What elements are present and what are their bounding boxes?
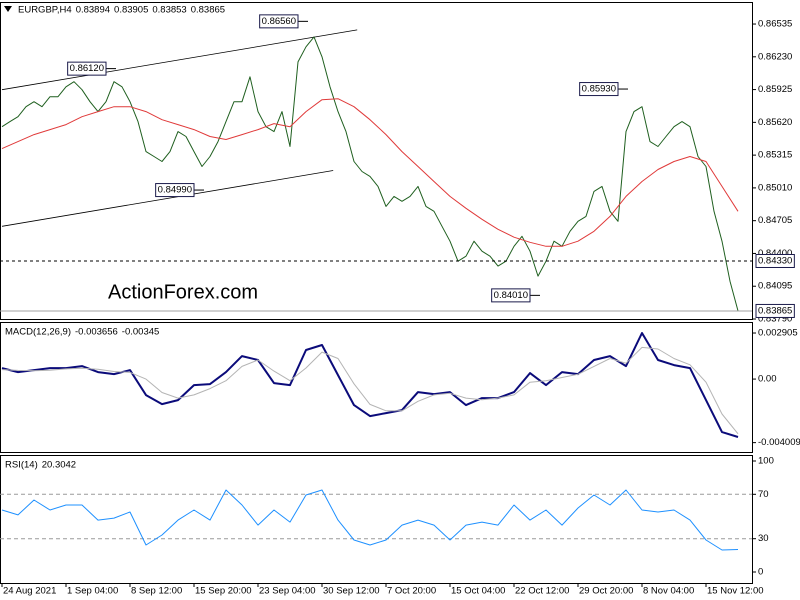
y-tick-label: 0.83790 xyxy=(758,314,792,325)
trendline xyxy=(1,29,358,91)
y-tick-label: 0.84095 xyxy=(758,281,792,292)
x-tick-label: 24 Aug 2021 xyxy=(3,586,56,597)
header-text: -0.00345 xyxy=(122,327,160,338)
x-tick-label: 30 Sep 12:00 xyxy=(323,586,380,597)
level-label-box xyxy=(755,253,795,268)
x-tick-label: 23 Sep 04:00 xyxy=(259,586,316,597)
y-tick-label: 0.85925 xyxy=(758,84,792,95)
menu-icon xyxy=(4,6,12,12)
y-tick-label: 0.85010 xyxy=(758,182,792,193)
x-tick-label: 15 Sep 20:00 xyxy=(195,586,252,597)
annotation-label-box xyxy=(67,61,107,76)
header-text: 0.83894 xyxy=(76,5,110,16)
header-text: MACD(12,26,9) xyxy=(5,327,71,338)
y-tick-label: 0.86230 xyxy=(758,51,792,62)
x-tick-label: 22 Oct 12:00 xyxy=(515,586,569,597)
y-tick-label: 0.86535 xyxy=(758,19,792,30)
series-line xyxy=(1,346,739,435)
y-tick-label: -0.004009 xyxy=(758,437,800,448)
panel xyxy=(1,332,739,438)
series-line xyxy=(1,489,739,551)
header-text: 20.3042 xyxy=(42,460,76,471)
series-line xyxy=(1,36,739,312)
header-text: RSI(14) xyxy=(5,460,38,471)
y-tick-label: 70 xyxy=(758,489,769,500)
watermark: ActionForex.com xyxy=(108,281,258,303)
panel xyxy=(0,489,752,551)
annotation-label: 0.85930 xyxy=(582,84,616,95)
x-tick-label: 29 Oct 20:00 xyxy=(579,586,633,597)
level-label: 0.84330 xyxy=(758,255,792,266)
y-tick-label: 0.85315 xyxy=(758,150,792,161)
series-line xyxy=(1,98,739,247)
price-label: 0.83865 xyxy=(758,305,792,316)
header-text: -0.003656 xyxy=(75,327,118,338)
header-text: 0.83853 xyxy=(152,5,186,16)
y-tick-label: 0.84400 xyxy=(758,248,792,259)
y-tick-label: 30 xyxy=(758,533,769,544)
annotation-label-box xyxy=(579,82,619,97)
x-tick-label: 8 Nov 04:00 xyxy=(643,586,694,597)
x-tick-label: 15 Oct 04:00 xyxy=(451,586,505,597)
panel-frame xyxy=(0,455,753,584)
annotation-label: 0.86560 xyxy=(262,16,296,27)
y-tick-label: 0.84705 xyxy=(758,215,792,226)
y-tick-label: 0.85620 xyxy=(758,117,792,128)
annotation-label-box xyxy=(155,183,195,198)
header-text: 0.83865 xyxy=(191,5,225,16)
y-tick-label: 0 xyxy=(758,567,763,578)
annotation-label: 0.86120 xyxy=(70,63,104,74)
price-label-box xyxy=(755,303,795,318)
annotation-label-box xyxy=(491,288,531,303)
series-line xyxy=(1,332,739,438)
trendline xyxy=(1,170,334,227)
x-tick-label: 1 Sep 04:00 xyxy=(67,586,118,597)
header-text: EURGBP,H4 xyxy=(18,5,72,16)
x-tick-label: 7 Oct 20:00 xyxy=(387,586,436,597)
y-tick-label: 0.002905 xyxy=(758,328,798,339)
annotation-label: 0.84990 xyxy=(158,185,192,196)
annotation-label-box xyxy=(259,14,299,29)
x-tick-label: 15 Nov 12:00 xyxy=(707,586,764,597)
panel-frame xyxy=(0,322,753,453)
annotation-label: 0.84010 xyxy=(494,290,528,301)
y-tick-label: 100 xyxy=(758,456,774,467)
x-tick-label: 8 Sep 12:00 xyxy=(131,586,182,597)
y-tick-label: 0.00 xyxy=(758,374,777,385)
header-text: 0.83905 xyxy=(114,5,148,16)
panel: ActionForex.com xyxy=(0,29,752,312)
panel-frame xyxy=(0,2,753,320)
